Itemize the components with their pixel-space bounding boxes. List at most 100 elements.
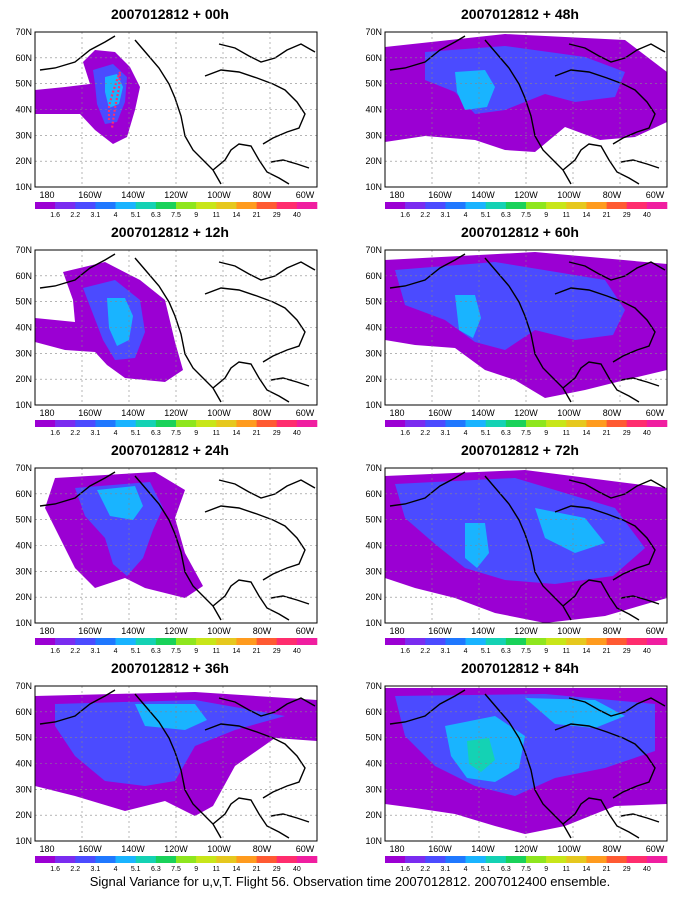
x-tick-label: 140W [471, 408, 495, 418]
colorbar-label: 6.3 [151, 866, 161, 873]
y-tick-label: 40N [15, 541, 32, 551]
coastline [568, 479, 666, 499]
y-tick-label: 10N [365, 618, 382, 628]
y-tick-label: 70N [15, 245, 32, 255]
coastline [134, 475, 222, 621]
colorbar-swatch [646, 856, 668, 863]
x-tick-label: 100W [207, 408, 231, 418]
colorbar-swatch [465, 638, 487, 645]
y-tick-label: 70N [15, 463, 32, 473]
colorbar-swatch [385, 638, 406, 645]
coastline [212, 361, 290, 403]
colorbar-label: 21 [603, 866, 611, 873]
colorbar-label: 1.6 [400, 430, 410, 437]
colorbar-label: 9 [194, 866, 198, 873]
colorbar-label: 9 [544, 866, 548, 873]
colorbar-label: 2.2 [420, 648, 430, 655]
colorbar-swatch [216, 856, 237, 863]
colorbar-swatch [445, 420, 466, 427]
variance-contour [107, 298, 133, 346]
x-tick-label: 160W [428, 408, 452, 418]
colorbar-label: 9 [544, 212, 548, 219]
map-frame [34, 249, 318, 406]
coastline [389, 35, 466, 71]
colorbar-label: 1.6 [50, 866, 60, 873]
colorbar-swatch [296, 856, 318, 863]
colorbar-label: 21 [603, 648, 611, 655]
map-plot: 70N 60N 50N 40N 30N 20N 10N 180 160W 140W 120W 100W… [365, 27, 668, 219]
colorbar-swatch [95, 856, 116, 863]
colorbar-swatch [526, 638, 547, 645]
y-tick-label: 20N [15, 592, 32, 602]
x-tick-label: 140W [121, 626, 145, 636]
colorbar-swatch [465, 202, 487, 209]
y-tick-label: 20N [365, 374, 382, 384]
colorbar-label: 29 [623, 866, 631, 873]
colorbar-label: 2.2 [70, 648, 80, 655]
colorbar-label: 7.5 [171, 430, 181, 437]
coastline [389, 253, 466, 289]
y-tick-label: 20N [365, 592, 382, 602]
colorbar-swatch [35, 856, 56, 863]
colorbar-label: 6.3 [151, 648, 161, 655]
y-tick-label: 60N [15, 707, 32, 717]
colorbar-label: 3.1 [91, 866, 101, 873]
panel-title: 2007012812 + 12h [111, 224, 229, 240]
y-tick-label: 20N [15, 374, 32, 384]
y-tick-label: 40N [15, 323, 32, 333]
y-tick-label: 60N [365, 271, 382, 281]
colorbar-label: 5.1 [481, 430, 491, 437]
x-tick-label: 120W [164, 626, 188, 636]
colorbar-swatch [425, 638, 446, 645]
y-tick-label: 30N [365, 130, 382, 140]
colorbar-swatch [606, 638, 628, 645]
y-tick-label: 50N [15, 297, 32, 307]
colorbar-label: 14 [233, 430, 241, 437]
colorbar-label: 5.1 [481, 212, 491, 219]
map-plot: 70N 60N 50N 40N 30N 20N 10N 180 160W 140W 120W 100W… [15, 245, 318, 437]
colorbar-swatch [586, 420, 607, 427]
x-tick-label: 160W [78, 408, 102, 418]
colorbar-swatch [505, 202, 527, 209]
colorbar-label: 9 [544, 648, 548, 655]
colorbar-label: 21 [253, 430, 261, 437]
colorbar-label: 11 [213, 866, 220, 873]
colorbar-label: 1.6 [400, 648, 410, 655]
x-tick-label: 100W [207, 626, 231, 636]
colorbar-swatch [586, 638, 607, 645]
colorbar-swatch [296, 202, 318, 209]
colorbar-swatch [135, 638, 157, 645]
colorbar-swatch [75, 856, 96, 863]
colorbar-label: 7.5 [171, 648, 181, 655]
colorbar-swatch [196, 202, 217, 209]
coastline [204, 287, 306, 363]
colorbar-label: 40 [643, 866, 651, 873]
colorbar-label: 7.5 [521, 430, 531, 437]
y-tick-label: 50N [365, 515, 382, 525]
x-tick-label: 180 [39, 408, 54, 418]
x-tick-label: 80W [253, 844, 272, 854]
y-tick-label: 30N [365, 566, 382, 576]
y-tick-label: 10N [15, 400, 32, 410]
map-panel-24h: 2007012812 + 24h 70N 60N 50N 40N 30N 20N 10N 18… [0, 442, 340, 660]
colorbar-swatch [196, 856, 217, 863]
colorbar-swatch [276, 638, 298, 645]
variance-contour [535, 508, 605, 553]
colorbar-swatch [385, 202, 406, 209]
map-plot: 70N 60N 50N 40N 30N 20N 10N 180 160W 140W 120W 100W… [15, 681, 318, 873]
panel-title: 2007012812 + 24h [111, 442, 229, 458]
colorbar-label: 2.2 [420, 430, 430, 437]
y-tick-label: 70N [15, 681, 32, 691]
x-tick-label: 120W [514, 408, 538, 418]
coastline [562, 797, 640, 839]
y-tick-label: 50N [365, 733, 382, 743]
colorbar-label: 29 [273, 648, 281, 655]
colorbar-label: 2.2 [70, 430, 80, 437]
colorbar-label: 3.1 [91, 212, 101, 219]
panel-title: 2007012812 + 48h [461, 6, 579, 22]
coastline [39, 35, 116, 71]
colorbar-label: 14 [233, 212, 241, 219]
colorbar-swatch [35, 638, 56, 645]
y-tick-label: 70N [15, 27, 32, 37]
colorbar-swatch [626, 202, 648, 209]
